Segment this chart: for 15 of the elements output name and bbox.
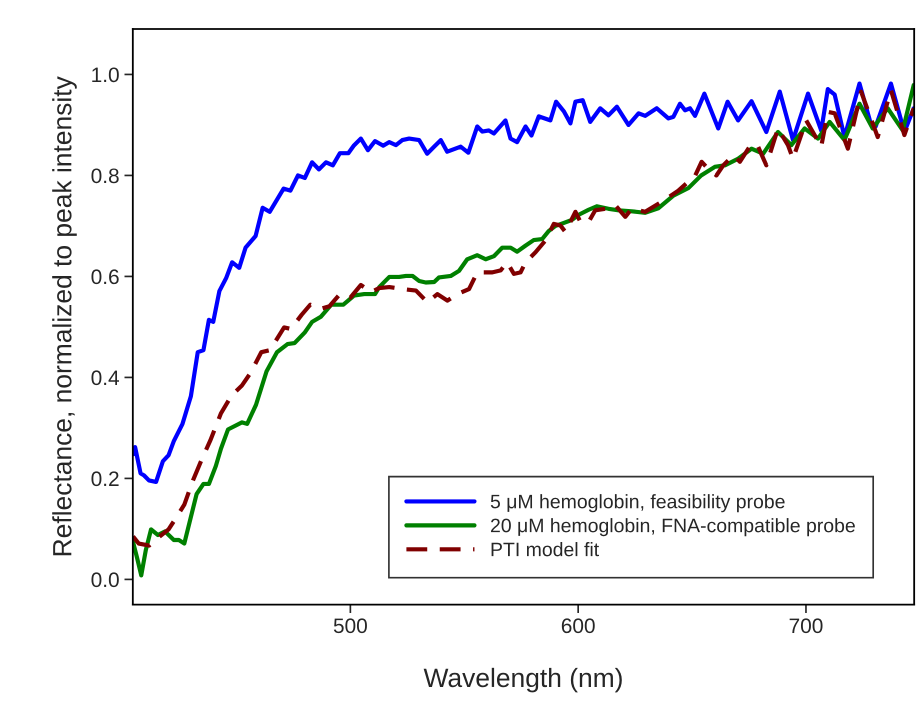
y-tick-label: 0.4 [91, 370, 120, 386]
y-tick-label: 0.6 [91, 269, 119, 284]
legend-label: PTI model fit [492, 542, 600, 556]
y-tick-label: 1.0 [92, 67, 119, 82]
legend-label: 20 μM hemoglobin, FNA-compatible probe [490, 518, 855, 536]
y-tick-label: 0.0 [91, 572, 119, 588]
legend-label: 5 μM hemoglobin, feasibility probe [490, 494, 785, 512]
y-axis-title: Reflectance, normalized to peak intensity [52, 76, 77, 556]
line-series [132, 81, 914, 484]
x-axis-title: Wavelength (nm) [424, 668, 622, 692]
x-tick-label: 700 [790, 618, 823, 634]
y-tick-label: 0.2 [91, 471, 119, 486]
x-tick-label: 500 [334, 618, 367, 634]
y-tick-label: 0.8 [91, 168, 119, 184]
x-tick-label: 600 [562, 618, 595, 634]
